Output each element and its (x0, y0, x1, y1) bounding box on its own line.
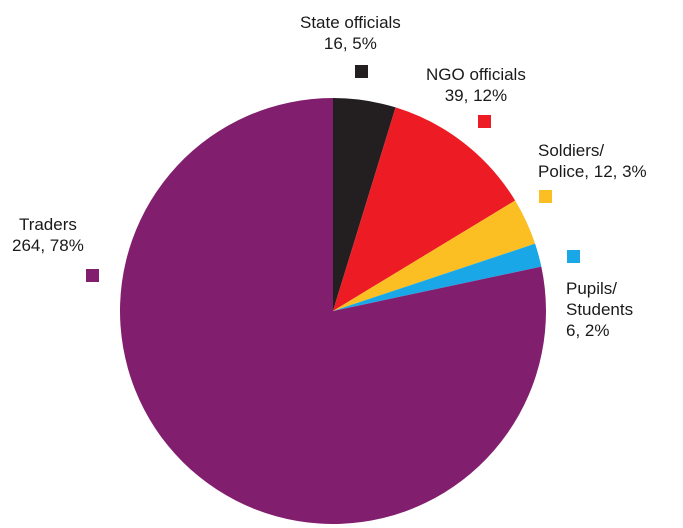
pie-slice-state (333, 98, 396, 311)
label-soldiers-name: Soldiers/ (538, 141, 605, 160)
label-traders-name: Traders (18, 215, 77, 234)
label-pupils-sub: Students (566, 300, 634, 319)
label-ngo-name: NGO officials (426, 65, 526, 84)
label-pupils: Pupils/ Students 6, 2% (566, 278, 633, 341)
label-ngo-value: 39, 12% (444, 86, 508, 105)
pie-slice-pupils (333, 243, 542, 311)
label-pupils-value: 6, 2% (566, 321, 610, 340)
label-traders: Traders 264, 78% (12, 214, 84, 256)
label-soldiers: Soldiers/ Police, 12, 3% (538, 140, 647, 182)
label-pupils-name: Pupils/ (566, 279, 618, 298)
label-soldiers-value: Police, 12, 3% (538, 162, 647, 181)
label-traders-value: 264, 78% (12, 236, 84, 255)
label-state-value: 16, 5% (323, 34, 377, 53)
swatch-pupils (567, 250, 580, 263)
label-state-name: State officials (300, 13, 401, 32)
swatch-state (355, 65, 368, 78)
pie-slice-ngo (333, 107, 516, 311)
swatch-soldiers (539, 190, 552, 203)
label-state: State officials 16, 5% (300, 12, 401, 54)
swatch-traders (86, 269, 99, 282)
label-ngo: NGO officials 39, 12% (426, 64, 526, 106)
pie-slice-traders (119, 98, 546, 525)
pie-slice-soldiers (333, 200, 536, 311)
swatch-ngo (478, 115, 491, 128)
